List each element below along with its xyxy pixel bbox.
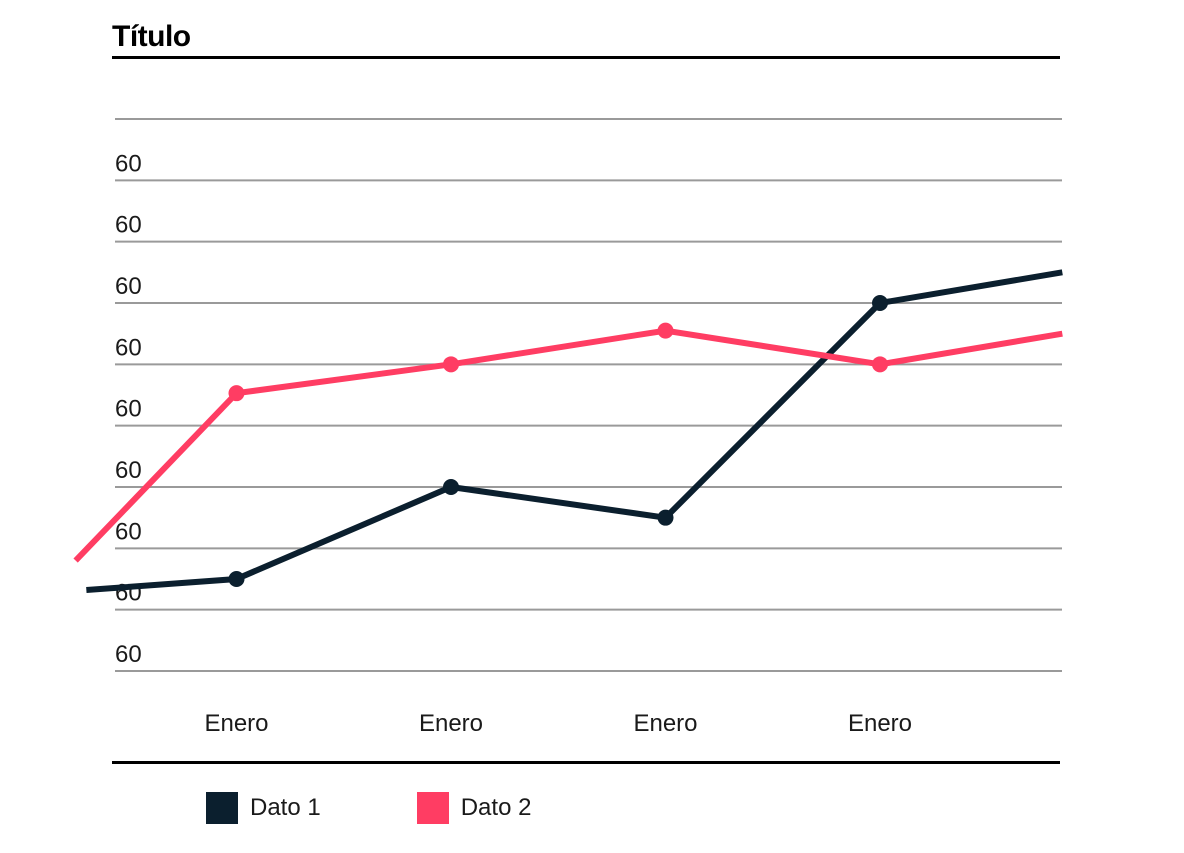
y-tick-label: 60 (115, 150, 142, 177)
data-point (228, 385, 245, 402)
y-tick-label: 60 (115, 212, 142, 239)
legend-swatch-dato-2 (416, 792, 449, 824)
series-line-1 (86, 269, 1063, 594)
x-tick-label: Enero (419, 710, 483, 737)
data-point (872, 356, 888, 373)
x-tick-label: Enero (848, 710, 912, 737)
chart-title: Título (112, 20, 191, 53)
legend-divider (112, 761, 1060, 764)
x-tick-label: Enero (633, 710, 697, 737)
legend-label-dato-1: Dato 1 (250, 794, 321, 821)
data-point (443, 356, 459, 373)
x-tick-label: Enero (204, 710, 268, 737)
data-point (228, 571, 245, 587)
legend: Dato 1 Dato 2 (206, 792, 531, 824)
data-point (657, 322, 674, 339)
data-point (443, 479, 459, 495)
y-tick-label: 60 (115, 396, 142, 423)
y-tick-label: 60 (115, 518, 142, 545)
title-underline (112, 56, 1060, 59)
legend-label-dato-2: Dato 2 (460, 794, 532, 821)
legend-item-dato-2: Dato 2 (416, 792, 532, 824)
y-tick-label: 60 (115, 641, 142, 668)
data-point (872, 295, 888, 311)
y-tick-label: 60 (115, 273, 142, 300)
series-line-2 (73, 327, 1063, 563)
y-tick-label: 60 (115, 457, 142, 484)
y-tick-label: 60 (115, 334, 142, 361)
legend-item-dato-1: Dato 1 (206, 792, 321, 824)
legend-swatch-dato-1 (206, 792, 238, 824)
data-point (657, 509, 674, 526)
